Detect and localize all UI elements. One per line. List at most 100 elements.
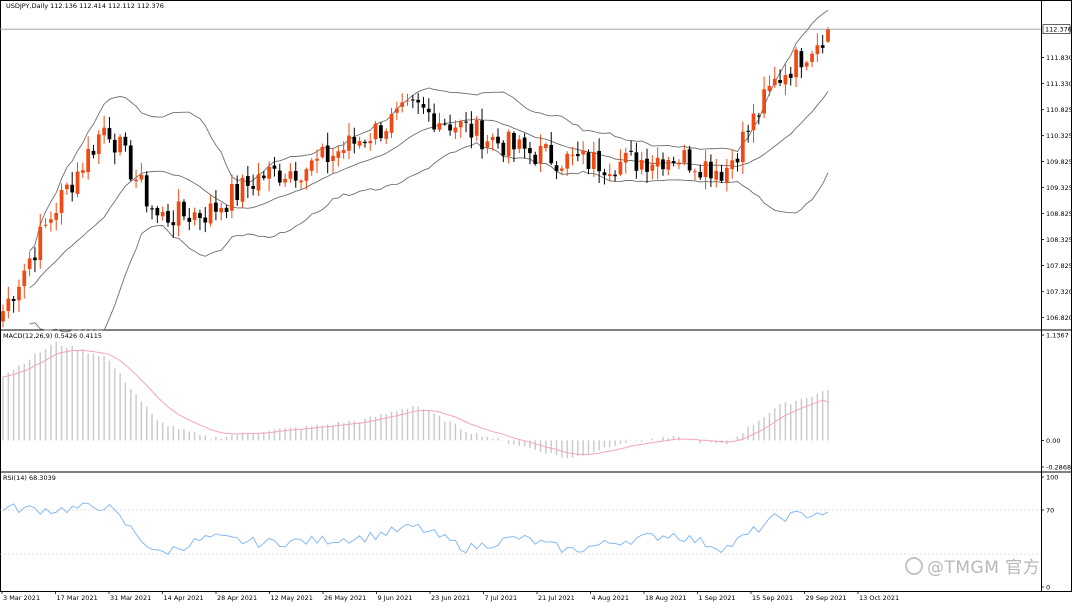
candle-body xyxy=(187,217,192,222)
candle-body xyxy=(416,99,421,103)
candle-body xyxy=(666,159,671,170)
candle-body xyxy=(602,172,607,176)
candle-body xyxy=(506,131,511,156)
candle-body xyxy=(682,150,687,163)
candle-body xyxy=(740,131,745,163)
candle-body xyxy=(49,219,53,223)
candle-body xyxy=(623,152,628,163)
price-axis-label: 107.320 xyxy=(1046,288,1072,296)
candle-body xyxy=(709,161,713,179)
candle-body xyxy=(160,211,165,217)
candle-body xyxy=(570,154,575,156)
candle-body xyxy=(480,120,484,150)
candle-body xyxy=(272,165,277,169)
date-axis-label: 17 Mar 2021 xyxy=(57,594,98,602)
macd-pane: 1.1367 0.00 -0.2868 xyxy=(2,332,1071,472)
candle-body xyxy=(277,170,282,183)
candle-body xyxy=(810,53,814,62)
candle-body xyxy=(575,153,580,157)
candle-body xyxy=(75,171,80,194)
price-axis-label: 106.820 xyxy=(1046,314,1072,322)
candle-body xyxy=(267,166,271,179)
candle-body xyxy=(687,149,692,171)
candle-body xyxy=(528,148,532,154)
candle-body xyxy=(554,165,559,172)
candle-body xyxy=(400,102,405,107)
candle-body xyxy=(86,148,91,173)
rsi-pane-title: RSI(14) 68.3039 xyxy=(3,474,56,482)
bollinger-bands xyxy=(29,9,829,333)
candle-body xyxy=(224,207,229,213)
date-axis-label: 4 Aug 2021 xyxy=(592,594,630,602)
rsi-axis-label: 100 xyxy=(1046,474,1058,482)
candle-body xyxy=(533,154,538,164)
macd-pane-title: MACD(12,26,9) 0.5426 0.4115 xyxy=(3,332,102,340)
candle-body xyxy=(703,161,708,178)
candle-body xyxy=(373,123,378,140)
date-axis-label: 1 Sep 2021 xyxy=(699,594,736,602)
candle-body xyxy=(719,171,724,181)
candle-body xyxy=(820,45,825,48)
candle-body xyxy=(384,131,389,139)
candle-body xyxy=(410,99,415,101)
candle-body xyxy=(102,127,106,136)
candle-body xyxy=(421,104,426,108)
candle-body xyxy=(762,89,766,114)
candle-body xyxy=(405,100,410,102)
price-axis-label: 111.330 xyxy=(1046,80,1072,88)
candle-body xyxy=(490,137,495,141)
date-axis-label: 12 May 2021 xyxy=(271,594,313,602)
price-axis-label: 111.830 xyxy=(1046,54,1072,62)
candle-body xyxy=(464,121,468,123)
price-axis-label: 108.325 xyxy=(1046,236,1072,244)
candle-body xyxy=(746,130,751,132)
price-axis-label: 109.325 xyxy=(1046,184,1072,192)
candles xyxy=(0,27,1041,328)
candle-body xyxy=(309,160,314,171)
candle-body xyxy=(315,158,319,161)
candle-body xyxy=(629,150,633,152)
candle-body xyxy=(134,179,138,182)
candle-body xyxy=(363,141,367,144)
candle-body xyxy=(293,170,298,181)
candle-body xyxy=(198,213,202,218)
candle-body xyxy=(799,51,804,68)
candle-body xyxy=(336,151,341,158)
rsi-axis-label: 70 xyxy=(1046,507,1054,515)
candle-body xyxy=(192,212,197,220)
candle-body xyxy=(591,152,596,169)
candle-body xyxy=(767,85,772,92)
candle-body xyxy=(826,29,830,42)
candle-body xyxy=(815,45,820,55)
candle-body xyxy=(655,157,660,167)
candle-body xyxy=(299,180,303,183)
candle-body xyxy=(331,155,335,161)
candle-body xyxy=(11,298,16,301)
candle-body xyxy=(645,158,649,172)
candle-body xyxy=(565,153,570,169)
candle-body xyxy=(283,178,287,183)
candle-body xyxy=(549,144,554,164)
candle-body xyxy=(725,167,729,183)
candle-body xyxy=(788,73,793,78)
candle-body xyxy=(6,298,11,311)
wechat-icon xyxy=(905,557,923,575)
watermark-text: @TMGM 官方 xyxy=(927,558,1041,578)
rsi-axis-label: 0 xyxy=(1046,584,1050,592)
candle-body xyxy=(453,127,458,133)
price-axis-label: 109.825 xyxy=(1046,158,1072,166)
candle-body xyxy=(735,158,740,163)
candle-body xyxy=(778,80,782,83)
candle-body xyxy=(325,145,330,163)
macd-signal-line xyxy=(2,349,829,456)
candle-body xyxy=(485,141,490,148)
candle-body xyxy=(251,186,256,189)
watermark: @TMGM 官方 xyxy=(905,553,1040,578)
candle-body xyxy=(501,142,506,156)
date-axis-label: 28 Apr 2021 xyxy=(217,594,257,602)
candle-body xyxy=(123,136,128,146)
candle-body xyxy=(634,152,639,171)
candle-body xyxy=(538,145,543,163)
